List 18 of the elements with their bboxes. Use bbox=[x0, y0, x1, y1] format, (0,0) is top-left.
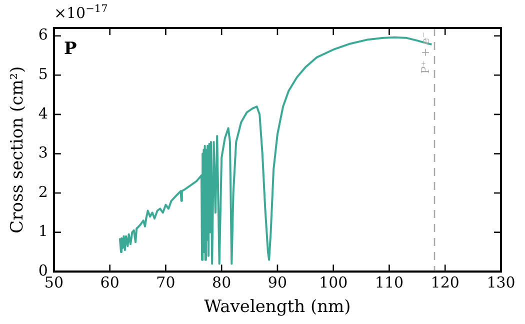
ref-line-label: P⁺ + e⁻ bbox=[418, 32, 432, 74]
y-tick-label: 6 bbox=[38, 26, 48, 44]
y-tick-label: 4 bbox=[38, 104, 48, 122]
y-tick-label: 1 bbox=[38, 222, 48, 240]
y-tick-label: 2 bbox=[38, 182, 48, 201]
x-tick-label: 80 bbox=[212, 273, 232, 292]
y-tick-label: 3 bbox=[38, 144, 48, 162]
annotation: P bbox=[64, 39, 77, 59]
x-tick-label: 120 bbox=[430, 273, 460, 292]
x-tick-label: 60 bbox=[100, 273, 120, 292]
x-axis-title: Wavelength (nm) bbox=[204, 297, 351, 318]
x-tick-label: 110 bbox=[374, 273, 404, 292]
x-tick-label: 130 bbox=[486, 273, 516, 292]
x-tick-label: 100 bbox=[319, 273, 348, 292]
y-axis-title: Cross section (cm²) bbox=[8, 66, 28, 234]
x-tick-label: 70 bbox=[156, 273, 176, 292]
x-tick-label: 90 bbox=[268, 273, 288, 292]
y-tick-label: 5 bbox=[38, 65, 48, 84]
